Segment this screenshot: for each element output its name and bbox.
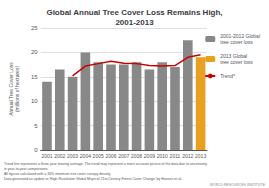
svg-text:Trend line represents a three-: Trend line represents a three-year movin… bbox=[4, 162, 207, 166]
svg-text:20: 20 bbox=[31, 49, 38, 55]
svg-text:in year-to-year comparisons.: in year-to-year comparisons. bbox=[4, 167, 48, 171]
svg-text:25: 25 bbox=[31, 25, 38, 31]
svg-text:tree cover loss: tree cover loss bbox=[220, 39, 253, 45]
svg-text:2007: 2007 bbox=[118, 153, 129, 159]
svg-text:5: 5 bbox=[34, 123, 38, 129]
svg-text:2006: 2006 bbox=[105, 153, 116, 159]
svg-text:0: 0 bbox=[34, 147, 38, 153]
svg-text:10: 10 bbox=[31, 98, 38, 104]
svg-text:2005: 2005 bbox=[93, 153, 104, 159]
svg-text:2001: 2001 bbox=[41, 153, 52, 159]
svg-text:2004: 2004 bbox=[80, 153, 91, 159]
svg-text:2008: 2008 bbox=[131, 153, 142, 159]
svg-text:Trend*: Trend* bbox=[220, 73, 235, 79]
svg-text:15: 15 bbox=[31, 74, 38, 80]
svg-text:2010: 2010 bbox=[157, 153, 168, 159]
svg-text:2001-2012 Global: 2001-2012 Global bbox=[220, 33, 260, 39]
svg-text:2002: 2002 bbox=[54, 153, 65, 159]
svg-text:tree cover loss: tree cover loss bbox=[220, 59, 253, 65]
svg-text:Data generated as update to ‘H: Data generated as update to ‘High-Resolu… bbox=[4, 177, 182, 181]
svg-text:(millions of hectares): (millions of hectares) bbox=[14, 66, 20, 112]
svg-text:Annual Tree Cover Loss: Annual Tree Cover Loss bbox=[8, 62, 14, 116]
svg-text:Global Annual Tree Cover Loss: Global Annual Tree Cover Loss Remains Hi… bbox=[46, 8, 222, 17]
svg-text:2013: 2013 bbox=[195, 153, 206, 159]
svg-text:2011: 2011 bbox=[170, 153, 181, 159]
svg-text:All figures calculated with a: All figures calculated with a 30% minimu… bbox=[4, 172, 111, 176]
svg-text:2013 Global: 2013 Global bbox=[220, 53, 248, 59]
svg-text:2003: 2003 bbox=[67, 153, 78, 159]
svg-text:2001-2013: 2001-2013 bbox=[115, 18, 154, 27]
svg-text:2009: 2009 bbox=[144, 153, 155, 159]
svg-text:WORLD RESOURCES INSTITUTE: WORLD RESOURCES INSTITUTE bbox=[210, 183, 266, 187]
svg-text:2012: 2012 bbox=[182, 153, 193, 159]
